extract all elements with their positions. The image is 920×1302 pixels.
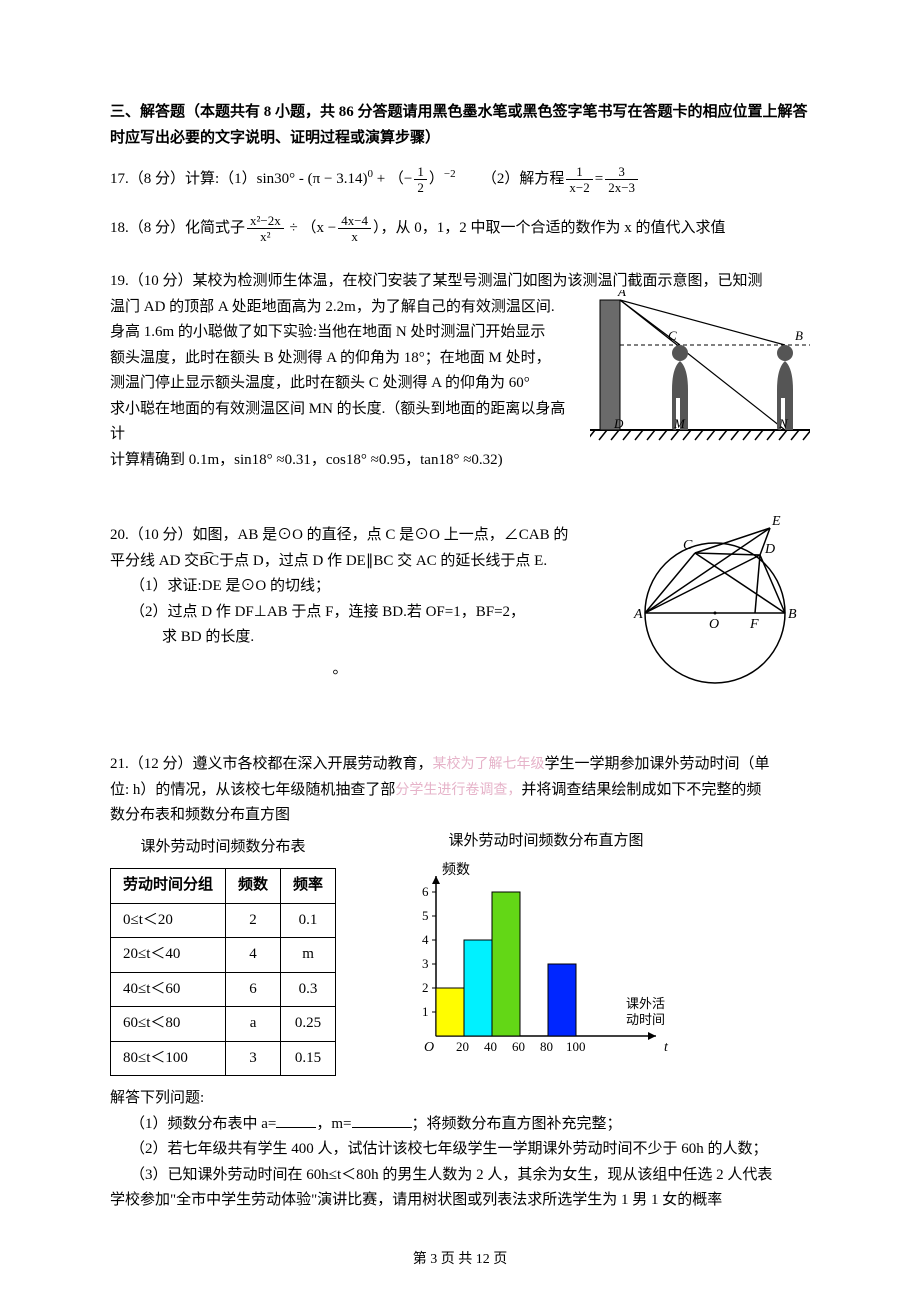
q21-chart-block: 课外劳动时间频数分布直方图 1 2 3 4 5 6 xyxy=(396,829,696,1076)
svg-text:80: 80 xyxy=(540,1039,553,1054)
q21-table-title: 课外劳动时间频数分布表 xyxy=(110,835,336,861)
svg-text:O: O xyxy=(709,617,719,632)
q17-eql-num: 1 xyxy=(566,165,592,180)
th-count: 频数 xyxy=(226,869,281,904)
q21-sub1a: （1）频数分布表中 a= xyxy=(130,1116,276,1132)
section-header: 三、解答题（本题共有 8 小题，共 86 分答题请用黑色墨水笔或黑色签字笔书写在… xyxy=(110,100,810,151)
q20-line1: 20.（10 分）如图，AB 是⊙O 的直径，点 C 是⊙O 上一点，∠CAB … xyxy=(110,523,570,549)
table-row: 80≤t＜10030.15 xyxy=(111,1041,336,1076)
svg-text:C: C xyxy=(683,538,693,553)
q20-line2: 平分线 AD 交B͡C于点 D，过点 D 作 DE∥BC 交 AC 的延长线于点… xyxy=(110,549,570,575)
q20-sub2a: （2）过点 D 作 DF⊥AB 于点 F，连接 BD.若 OF=1，BF=2， xyxy=(130,604,525,620)
q17-exp2: −2 xyxy=(444,168,456,180)
q19-line7: 计算精确到 0.1m，sin18° ≈0.31，cos18° ≈0.95，tan… xyxy=(110,448,570,474)
q17-part2-label: （2）解方程 xyxy=(482,171,565,187)
blank-a[interactable] xyxy=(276,1114,316,1128)
q19-line3: 身高 1.6m 的小聪做了如下实验:当他在地面 N 处时测温门开始显示 xyxy=(110,320,570,346)
q21-sub1c: ；将频数分布直方图补充完整； xyxy=(412,1116,622,1132)
table-row: 0≤t＜2020.1 xyxy=(111,903,336,938)
svg-text:频数: 频数 xyxy=(442,862,470,878)
table-row: 40≤t＜6060.3 xyxy=(111,972,336,1007)
q17-mid1: + （− xyxy=(373,171,412,187)
q21-watermark2: 分学生进行卷调查， xyxy=(395,783,521,798)
svg-text:B: B xyxy=(795,328,803,343)
q19-line4: 额头温度，此时在额头 B 处测得 A 的仰角为 18°；在地面 M 处时， xyxy=(110,346,570,372)
th-rate: 频率 xyxy=(281,869,336,904)
svg-text:C: C xyxy=(668,328,677,343)
q17-f1-num: 1 xyxy=(414,165,427,180)
q20-sub1: （1）求证:DE 是⊙O 的切线； xyxy=(110,574,570,600)
svg-text:4: 4 xyxy=(422,932,429,947)
q17-close1: ） xyxy=(429,171,444,187)
svg-text:A: A xyxy=(633,607,643,622)
q17-eql-den: x−2 xyxy=(566,180,592,194)
q19-line6: 求小聪在地面的有效测温区间 MN 的长度.（额头到地面的距离以身高计 xyxy=(110,397,570,448)
svg-text:t: t xyxy=(664,1040,669,1055)
svg-text:动时间: 动时间 xyxy=(626,1012,665,1027)
q21-sub3b: 学校参加"全市中学生劳动体验"演讲比赛，请用树状图或列表法求所选学生为 1 男 … xyxy=(110,1188,810,1214)
q21-l2a: 位: h）的情况，从该校七年级随机抽查了部 xyxy=(110,782,395,798)
q17-f1-den: 2 xyxy=(414,180,427,194)
q20-diagram: A B C D E O F xyxy=(620,513,810,693)
q18-f1-num: x²−2x xyxy=(247,214,284,229)
svg-text:100: 100 xyxy=(566,1039,586,1054)
q18-suffix: ），从 0，1，2 中取一个合适的数作为 x 的值代入求值 xyxy=(373,220,726,236)
table-row: 60≤t＜80a0.25 xyxy=(111,1007,336,1042)
svg-text:F: F xyxy=(749,617,759,632)
q18-f1-den: x² xyxy=(247,229,284,243)
q21-l3: 数分布表和频数分布直方图 xyxy=(110,803,810,829)
svg-text:5: 5 xyxy=(422,908,429,923)
q21-l2c: 并将调查结果绘制成如下不完整的频 xyxy=(521,782,761,798)
svg-text:60: 60 xyxy=(512,1039,525,1054)
q21-answer-header: 解答下列问题: xyxy=(110,1086,810,1112)
q19-line5: 测温门停止显示额头温度，此时在额头 C 处测得 A 的仰角为 60° xyxy=(110,371,570,397)
blank-m[interactable] xyxy=(352,1114,412,1128)
svg-text:2: 2 xyxy=(422,980,429,995)
q18-f2-num: 4x−4 xyxy=(338,214,371,229)
svg-text:E: E xyxy=(771,514,781,529)
svg-text:1: 1 xyxy=(422,1004,429,1019)
q21-sub3a: （3）已知课外劳动时间在 60h≤t＜80h 的男生人数为 2 人，其余为女生，… xyxy=(110,1163,810,1189)
q17-eqr-num: 3 xyxy=(605,165,638,180)
svg-text:B: B xyxy=(788,607,797,622)
q17-text: 17.（8 分）计算:（1）sin30° - (π − 3.14) xyxy=(110,171,367,187)
q19-diagram: A C B D M N xyxy=(590,290,810,450)
q21-chart-title: 课外劳动时间频数分布直方图 xyxy=(396,829,696,855)
svg-text:40: 40 xyxy=(484,1039,497,1054)
problem-21: 21.（12 分）遵义市各校都在深入开展劳动教育，某校为了解七年级学生一学期参加… xyxy=(110,752,810,1214)
q21-histogram: 1 2 3 4 5 6 20 40 xyxy=(396,856,696,1066)
svg-text:A: A xyxy=(617,290,626,299)
problem-20: 20.（10 分）如图，AB 是⊙O 的直径，点 C 是⊙O 上一点，∠CAB … xyxy=(110,523,810,682)
q21-sub1b: ，m= xyxy=(316,1116,351,1132)
th-group: 劳动时间分组 xyxy=(111,869,226,904)
q21-watermark1: 某校为了解七年级 xyxy=(433,757,545,772)
q21-l1c: 学生一学期参加课外劳动时间（单 xyxy=(545,756,770,772)
svg-text:M: M xyxy=(673,416,686,431)
svg-text:O: O xyxy=(424,1040,434,1055)
svg-text:N: N xyxy=(778,416,789,431)
problem-19: 19.（10 分）某校为检测师生体温，在校门安装了某型号测温门如图为该测温门截面… xyxy=(110,269,810,473)
svg-text:D: D xyxy=(764,542,775,557)
q20-sub2b: 求 BD 的长度. xyxy=(110,625,570,651)
table-row: 劳动时间分组 频数 频率 xyxy=(111,869,336,904)
q21-sub2: （2）若七年级共有学生 400 人，试估计该校七年级学生一学期课外劳动时间不少于… xyxy=(110,1137,810,1163)
svg-text:3: 3 xyxy=(422,956,429,971)
q17-eq: = xyxy=(595,171,603,187)
page-footer: 第 3 页 共 12 页 xyxy=(0,1248,920,1272)
q18-div: ÷ （x − xyxy=(286,220,336,236)
svg-text:D: D xyxy=(613,416,624,431)
problem-18: 18.（8 分）化简式子x²−2xx² ÷ （x −4x−4x），从 0，1，2… xyxy=(110,214,810,243)
svg-text:6: 6 xyxy=(422,884,429,899)
q18-prefix: 18.（8 分）化简式子 xyxy=(110,220,245,236)
svg-text:课外活: 课外活 xyxy=(626,996,665,1011)
q17-eqr-den: 2x−3 xyxy=(605,180,638,194)
q18-f2-den: x xyxy=(338,229,371,243)
table-row: 20≤t＜404m xyxy=(111,938,336,973)
q21-l1a: 21.（12 分）遵义市各校都在深入开展劳动教育， xyxy=(110,756,433,772)
q21-table: 劳动时间分组 频数 频率 0≤t＜2020.1 20≤t＜404m 40≤t＜6… xyxy=(110,868,336,1076)
svg-text:20: 20 xyxy=(456,1039,469,1054)
problem-17: 17.（8 分）计算:（1）sin30° - (π − 3.14)0 + （−1… xyxy=(110,165,810,194)
q21-table-block: 课外劳动时间频数分布表 劳动时间分组 频数 频率 0≤t＜2020.1 20≤t… xyxy=(110,829,336,1077)
q20-dot: 。 xyxy=(110,657,570,683)
